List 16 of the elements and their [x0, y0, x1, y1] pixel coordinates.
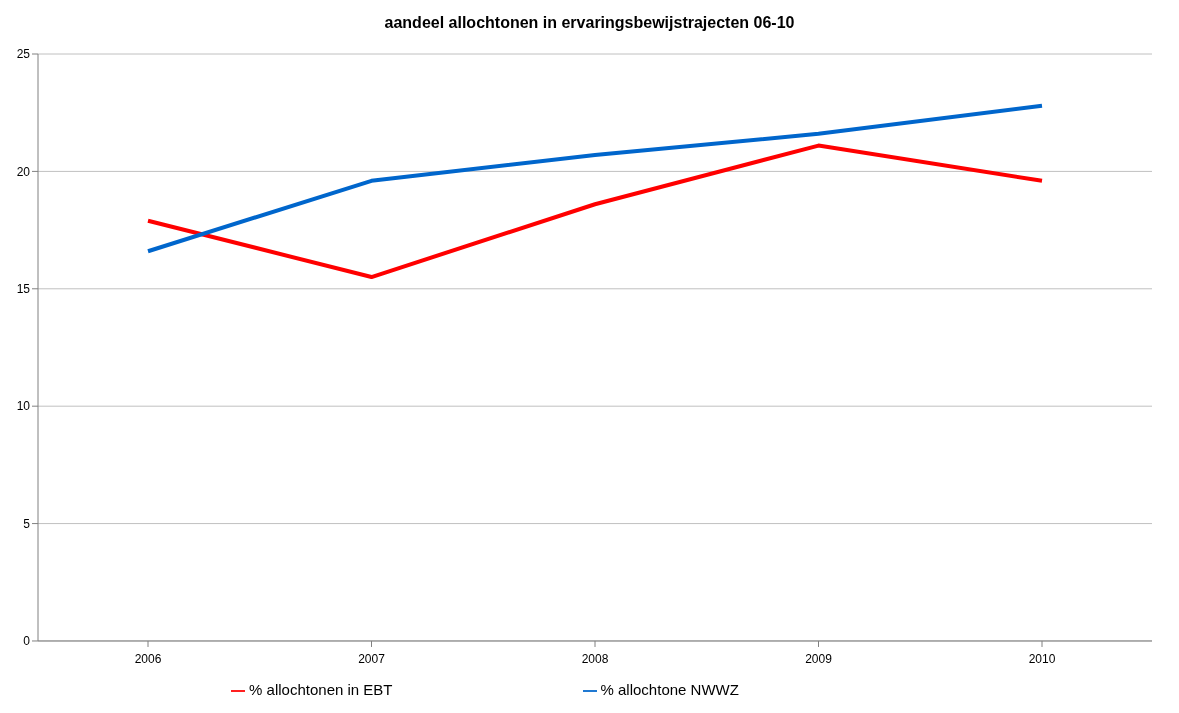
- x-tick-label: 2007: [358, 652, 386, 667]
- y-tick-label: 25: [16, 47, 31, 62]
- x-tick-label: 2010: [1028, 652, 1056, 667]
- x-tick-label: 2008: [581, 652, 609, 667]
- y-tick-label: 15: [16, 282, 31, 297]
- y-tick-label: 10: [16, 399, 31, 414]
- line-series: [146, 143, 1044, 280]
- legend-label: % allochtone NWWZ: [600, 680, 739, 698]
- y-tick-label: 20: [16, 164, 31, 179]
- line-series: [146, 103, 1044, 254]
- y-tick-label: 5: [23, 516, 31, 531]
- chart-title: aandeel allochtonen in ervaringsbewijstrajecten 06-10: [383, 13, 796, 33]
- x-tick-label: 2009: [805, 652, 833, 667]
- legend-label: % allochtonen in EBT: [249, 680, 393, 698]
- x-tick-label: 2006: [134, 652, 162, 667]
- y-tick-label: 0: [23, 634, 31, 649]
